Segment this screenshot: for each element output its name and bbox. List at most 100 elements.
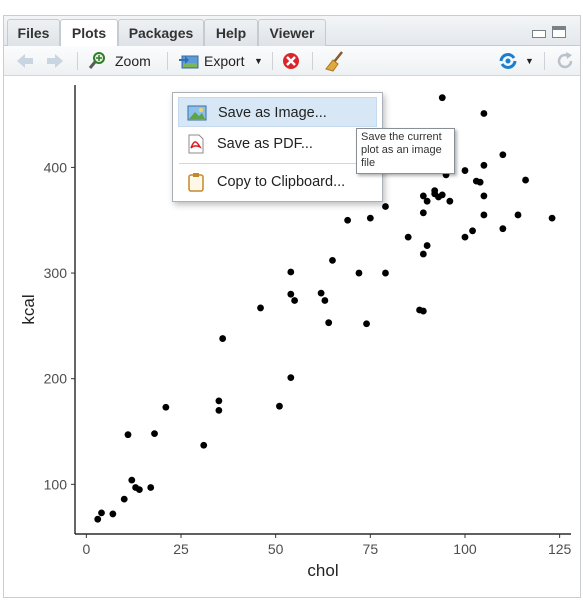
forward-arrow-icon[interactable] xyxy=(44,50,66,72)
data-point xyxy=(94,515,102,523)
data-point xyxy=(215,406,223,414)
data-point xyxy=(147,484,155,491)
back-arrow-icon[interactable] xyxy=(14,50,36,72)
remove-plot-icon[interactable] xyxy=(280,50,302,72)
data-point xyxy=(257,304,264,312)
data-point xyxy=(276,402,283,410)
tooltip-line: Save the current xyxy=(361,131,442,143)
data-point xyxy=(548,214,556,222)
data-point xyxy=(98,509,105,517)
plots-toolbar: Zoom Export ▼ ▼ xyxy=(4,46,580,76)
data-point xyxy=(321,297,329,304)
data-point xyxy=(363,320,370,328)
sync-icon[interactable] xyxy=(497,50,519,72)
data-point xyxy=(419,250,427,258)
tab-packages[interactable]: Packages xyxy=(118,19,204,46)
y-tick-label: 300 xyxy=(44,265,68,281)
x-axis-label: chol xyxy=(307,561,338,580)
data-point xyxy=(325,319,333,327)
menu-item-copy-to-clipboard[interactable]: Copy to Clipboard... xyxy=(178,167,377,197)
toolbar-separator xyxy=(167,52,168,70)
data-point xyxy=(419,192,427,200)
toolbar-separator xyxy=(312,52,313,70)
clipboard-icon xyxy=(186,172,206,192)
x-tick-label: 25 xyxy=(173,541,189,557)
data-point xyxy=(469,227,476,235)
toolbar-separator xyxy=(77,52,78,70)
export-dropdown-icon[interactable]: ▼ xyxy=(254,56,263,66)
y-tick-label: 400 xyxy=(44,159,68,175)
zoom-icon[interactable] xyxy=(87,50,109,72)
tab-files[interactable]: Files xyxy=(7,19,60,46)
data-point xyxy=(355,269,363,277)
data-point xyxy=(461,167,469,174)
data-point xyxy=(128,476,136,484)
data-point xyxy=(404,233,412,241)
data-point xyxy=(438,94,446,102)
data-point xyxy=(124,431,132,439)
data-point xyxy=(480,161,488,169)
menu-item-label: Save as Image... xyxy=(218,105,327,121)
menu-separator xyxy=(179,163,376,164)
data-point xyxy=(423,197,431,205)
data-point xyxy=(382,269,389,277)
tab-help[interactable]: Help xyxy=(204,19,258,46)
tab-plots[interactable]: Plots xyxy=(60,19,118,47)
tooltip-line: file xyxy=(361,157,376,169)
maximize-icon[interactable] xyxy=(552,26,566,38)
y-tick-label: 100 xyxy=(44,476,68,492)
tooltip: Save the current plot as an image file xyxy=(356,128,455,174)
minimize-icon[interactable] xyxy=(532,30,546,38)
image-icon xyxy=(187,103,207,121)
data-point xyxy=(135,486,143,494)
y-tick-label: 200 xyxy=(44,371,68,387)
data-point xyxy=(382,203,389,210)
menu-item-save-as-image[interactable]: Save as Image... xyxy=(178,97,377,127)
export-menu: Save as Image... Save as PDF... Copy to … xyxy=(172,92,383,202)
data-point xyxy=(317,289,325,297)
menu-item-save-as-pdf[interactable]: Save as PDF... xyxy=(178,129,377,159)
data-point xyxy=(461,233,469,241)
toolbar-separator xyxy=(544,52,545,70)
clear-all-broom-icon[interactable] xyxy=(324,50,346,72)
data-point xyxy=(419,209,427,217)
sync-dropdown-icon[interactable]: ▼ xyxy=(525,56,534,66)
data-point xyxy=(514,211,522,219)
data-point xyxy=(200,441,208,449)
data-point xyxy=(423,242,431,249)
export-button[interactable]: Export xyxy=(204,53,245,69)
data-point xyxy=(499,151,507,159)
data-point xyxy=(109,510,117,518)
x-tick-label: 50 xyxy=(268,541,284,557)
x-tick-label: 75 xyxy=(363,541,379,557)
pdf-icon xyxy=(186,134,206,154)
data-point xyxy=(219,335,227,342)
tab-viewer[interactable]: Viewer xyxy=(258,19,326,46)
data-point xyxy=(215,397,223,405)
data-point xyxy=(151,430,158,438)
x-tick-label: 0 xyxy=(82,541,90,557)
data-point xyxy=(522,176,529,184)
data-point xyxy=(446,197,454,205)
refresh-icon[interactable] xyxy=(554,50,576,72)
export-icon[interactable] xyxy=(178,50,200,72)
y-axis-label: kcal xyxy=(19,294,38,324)
data-point xyxy=(419,307,427,315)
data-point xyxy=(344,216,352,224)
data-point xyxy=(287,290,295,298)
data-point xyxy=(438,191,446,199)
tab-bar: Files Plots Packages Help Viewer xyxy=(4,16,580,47)
data-point xyxy=(480,211,488,219)
scatter-plot: 0 25 50 75 100 125 100 200 300 400 chol kcal xyxy=(19,85,572,580)
data-point xyxy=(291,297,299,304)
toolbar-separator xyxy=(272,52,273,70)
plot-area: 0 25 50 75 100 125 100 200 300 400 chol kcal xyxy=(4,77,580,597)
data-point xyxy=(476,178,484,186)
data-point xyxy=(120,495,128,503)
menu-item-label: Copy to Clipboard... xyxy=(217,174,346,190)
zoom-button[interactable]: Zoom xyxy=(115,53,151,69)
tooltip-line: plot as an image xyxy=(361,144,442,156)
menu-item-label: Save as PDF... xyxy=(217,136,313,152)
data-point xyxy=(287,374,295,382)
data-point xyxy=(162,403,170,411)
